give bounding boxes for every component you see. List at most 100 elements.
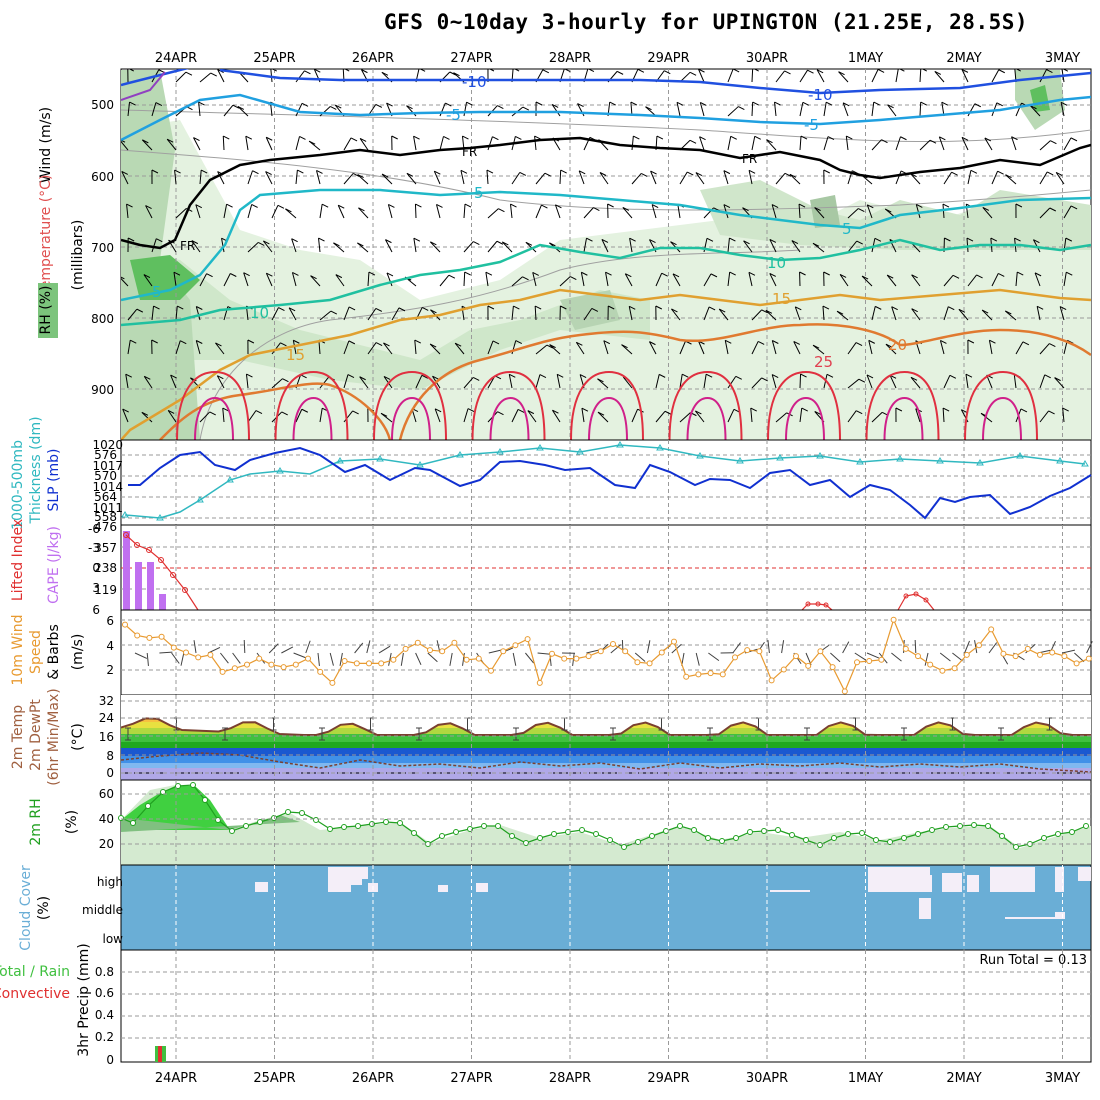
wind-barb [173,272,177,287]
wind-barb-flag [607,203,614,208]
rh-point [999,833,1005,839]
wind-barb-flag [502,241,509,246]
wind-barb-flag [486,169,494,174]
wind-speed-point [549,650,555,657]
wind-barb [439,274,450,287]
wind-barb [366,640,371,654]
wind-speed-point [768,677,775,684]
cape-bar [135,562,142,610]
wind-barb-flag [855,342,863,347]
wind-barb-flag [564,69,571,73]
wind-barb-flag [774,101,781,106]
wind-barb-flag [542,69,550,74]
tick-label: 0.8 [95,965,114,979]
tick-label: 0 [106,1053,114,1067]
y-label-thickness-a: 1000-500mb [10,440,26,530]
wind-barb-flag [492,340,500,345]
wind-barb [511,276,523,287]
wind-speed-point [122,621,128,628]
wind-barb [387,204,393,219]
wind-barb [1032,239,1041,253]
wind-barb-flag [671,308,678,313]
contour-10 [121,238,1091,327]
wind-barb-flag [454,342,462,347]
wind-barb [463,241,474,253]
contour-label: FR [180,239,195,253]
wind-barb-flag [966,237,974,242]
wind-speed-point [622,648,629,655]
wind-barb [631,408,639,423]
wind-barb [891,652,902,662]
wind-barb-flag [546,344,554,349]
wind-barb-flag [381,173,389,178]
wind-barb-flag [1050,140,1057,145]
wind-speed-point [780,666,787,673]
wind-barb-flag [125,373,132,378]
rh-point [607,837,613,843]
tick-label: 24 [99,711,114,725]
wind-barb [911,308,921,321]
wind-barb [939,652,951,662]
wind-barb [769,273,777,287]
wind-barb-flag [698,69,705,73]
wind-speed-point [463,656,470,663]
contour-30 [489,396,530,440]
wind-barb [527,410,537,423]
wind-barb [698,340,705,355]
pressure-ticks: 500 600 700 800 900 [91,98,114,397]
rh-panel: 60 40 20 2m RH (%) [28,779,1092,866]
wind-barb [559,169,562,185]
rh-point [887,839,893,845]
y-label-rh: RH (%) [38,286,54,335]
wind-barb [842,641,850,654]
wind-barb [433,171,441,185]
contour-25 [373,370,447,440]
rh-point [859,830,865,836]
wind10m-grid [121,610,1091,695]
contour-30 [292,396,333,440]
wind-barb [679,171,688,185]
wind-barb-flag [730,135,737,140]
wind-barb-flag [359,137,367,142]
y-label-temp-units: (°C) [70,723,86,751]
wind-barb [924,652,929,666]
wind10m-panel: 6 4 2 10m Wind Speed & Barbs (m/s) [10,609,1093,696]
rh-point [202,797,208,803]
wind-barb [143,274,153,287]
wind-barb-flag [185,71,193,76]
rh-point [929,827,935,833]
wind-barb [487,136,493,151]
wind-barb-flag [552,409,559,414]
wind-barb [1062,408,1065,423]
date-label: 28APR [549,1071,591,1086]
wind-barb-flag [822,305,830,310]
wind-barb-flag [952,274,960,279]
y-label-thickness-b: Thickness (dm) [28,416,44,524]
wind-barb [247,204,253,219]
wind-barb-flag [593,207,600,212]
wind-barb [265,137,273,151]
wind-barb-flag [473,241,480,246]
thickness-marker [156,514,164,521]
wind-barb [646,640,651,654]
wind-barb [388,652,392,666]
wind-barb [291,272,297,287]
wind-barb [823,102,827,117]
wind-barb-flag [732,69,740,73]
wind-barb [698,69,705,83]
wind-barb [127,340,131,355]
chart-title: GFS 0~10day 3-hourly for UPINGTON (21.25… [384,10,1029,34]
wind-barb-flag [361,69,368,74]
wind-barb-flag [1049,343,1056,348]
wind-barb [335,274,345,287]
wind-speed-point [841,688,848,695]
wind-barb [943,171,952,185]
wind-barb [343,340,350,355]
temperature-panel: 32 24 16 8 0 2m Temp 2m DewPt (6hr Min/M… [10,688,1092,786]
date-label: 3MAY [1045,51,1080,66]
wind-barb [295,136,300,151]
date-label: 24APR [155,51,197,66]
wind-barb [910,376,921,389]
thickness-marker [416,461,424,468]
wind-barb [122,408,129,423]
